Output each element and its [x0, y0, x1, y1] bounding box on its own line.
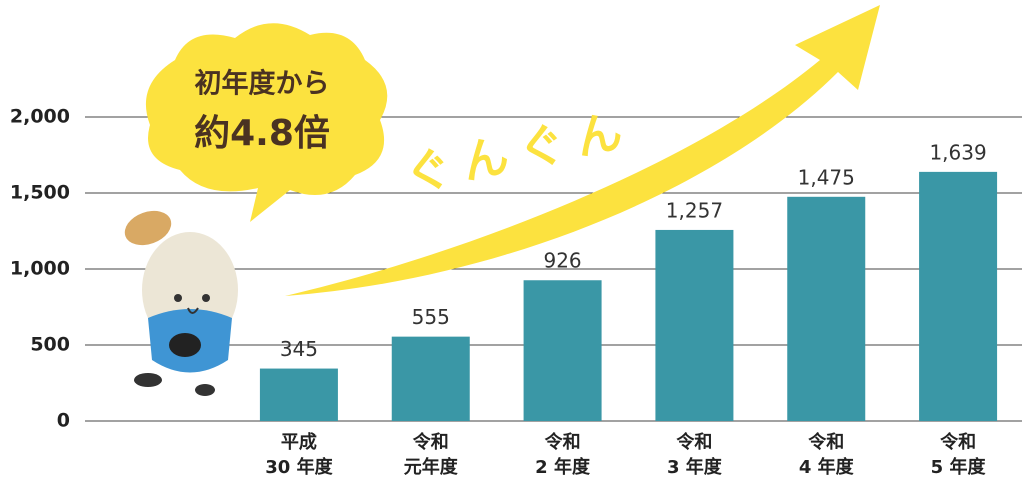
- x-tick-label: 3 年度: [667, 456, 723, 478]
- decoration: [124, 5, 880, 396]
- bar: [919, 171, 998, 421]
- bar: [523, 280, 602, 421]
- x-tick-label: 令和: [807, 431, 844, 453]
- mascot: [124, 210, 238, 396]
- growth-arrow: [285, 5, 880, 296]
- x-tick-label: 令和: [675, 431, 712, 453]
- x-tick-label: 4 年度: [799, 456, 855, 478]
- y-tick-label: 1,500: [10, 182, 70, 204]
- callout-line: 約4.8倍: [194, 113, 330, 154]
- bar: [787, 196, 866, 421]
- bar: [391, 336, 470, 421]
- y-tick-label: 1,000: [10, 258, 70, 280]
- y-tick-label: 500: [30, 334, 70, 356]
- value-label: 1,639: [929, 140, 986, 164]
- value-label: 1,475: [798, 165, 855, 189]
- value-label: 926: [543, 249, 581, 273]
- value-label: 345: [280, 337, 318, 361]
- y-tick-label: 2,000: [10, 106, 70, 128]
- x-tick-label: 2 年度: [535, 456, 591, 478]
- x-tick-label: 30 年度: [265, 456, 333, 478]
- x-tick-label: 平成: [281, 431, 317, 453]
- x-tick-label: 5 年度: [931, 456, 987, 478]
- x-tick-label: 令和: [412, 431, 449, 453]
- x-tick-label: 令和: [544, 431, 581, 453]
- speech-bubble: [145, 23, 388, 222]
- arrow-label: ぐんぐん: [400, 101, 638, 202]
- value-label: 555: [412, 305, 450, 329]
- y-tick-label: 0: [57, 410, 70, 432]
- x-tick-label: 令和: [939, 431, 976, 453]
- callout-line: 初年度から: [195, 68, 330, 100]
- bar: [259, 368, 338, 421]
- bar: [655, 229, 734, 421]
- value-label: 1,257: [666, 198, 723, 222]
- x-tick-label: 元年度: [404, 456, 459, 478]
